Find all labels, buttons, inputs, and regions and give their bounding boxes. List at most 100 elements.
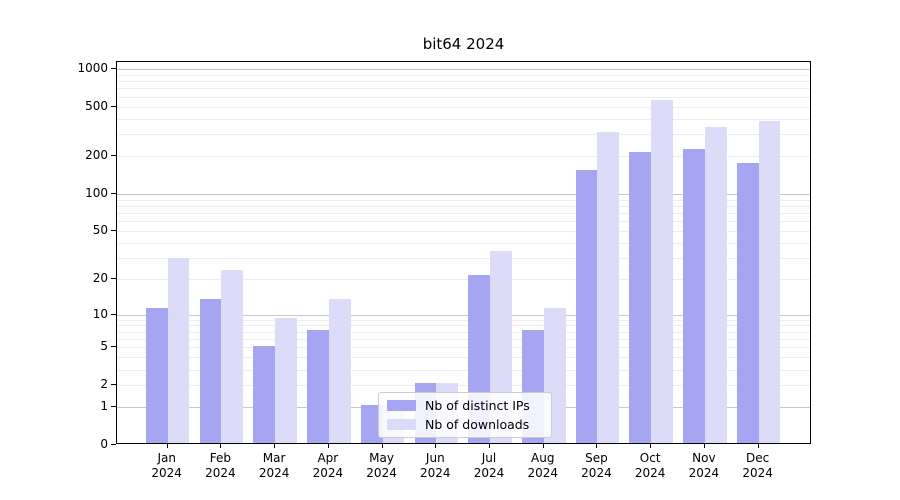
x-tick-label-jun: Jun 2024 — [403, 451, 467, 481]
bar-ips-may — [360, 405, 383, 443]
bar-dl-jan — [167, 257, 190, 443]
x-tick-label-jan: Jan 2024 — [135, 451, 199, 481]
gridline-minor-3 — [117, 369, 810, 371]
y-tick-100 — [111, 192, 116, 194]
bar-ips-mar — [253, 345, 276, 443]
x-tick-year: 2024 — [473, 466, 505, 480]
x-tick-jun — [435, 444, 437, 448]
x-tick-year: 2024 — [258, 466, 290, 480]
x-tick-label-mar: Mar 2024 — [242, 451, 306, 481]
x-tick-label-oct: Oct 2024 — [618, 451, 682, 481]
gridline-minor-9 — [117, 319, 810, 321]
x-tick-dec — [757, 444, 759, 448]
x-tick-jan — [166, 444, 168, 448]
chart-title: bit64 2024 — [422, 35, 505, 53]
x-tick-label-nov: Nov 2024 — [672, 451, 736, 481]
x-tick-label-may: May 2024 — [350, 451, 414, 481]
x-tick-year: 2024 — [742, 466, 773, 480]
gridline-minor-7 — [117, 331, 810, 333]
x-tick-label-feb: Feb 2024 — [188, 451, 252, 481]
gridline-minor-6 — [117, 339, 810, 341]
gridline-minor-5 — [117, 347, 810, 349]
bar-ips-sep — [575, 169, 598, 443]
bar-dl-feb — [221, 270, 244, 443]
gridline-major-10 — [117, 314, 810, 316]
x-tick-label-sep: Sep 2024 — [564, 451, 628, 481]
x-tick-year: 2024 — [634, 466, 666, 480]
x-tick-year: 2024 — [420, 466, 451, 480]
x-tick-month: May — [369, 451, 394, 465]
y-tick-200 — [111, 155, 116, 157]
gridline-minor-50 — [117, 231, 810, 233]
y-tick-50 — [111, 230, 116, 232]
x-tick-month: Dec — [745, 451, 770, 465]
gridline-minor-200 — [117, 156, 810, 158]
bar-ips-apr — [307, 329, 329, 443]
bar-dl-nov — [704, 127, 727, 443]
y-tick-1000 — [111, 68, 116, 70]
x-tick-apr — [327, 444, 329, 448]
x-tick-year: 2024 — [688, 466, 720, 480]
gridline-minor-4 — [117, 357, 810, 359]
x-tick-year: 2024 — [581, 466, 612, 480]
gridline-minor-800 — [117, 81, 810, 83]
gridline-minor-500 — [117, 106, 810, 108]
gridline-minor-300 — [117, 134, 810, 136]
gridline-minor-30 — [117, 258, 810, 260]
gridline-minor-400 — [117, 118, 810, 120]
x-tick-month: Sep — [585, 451, 608, 465]
gridline-major-1000 — [117, 69, 810, 71]
legend-label-downloads: Nb of downloads — [425, 417, 530, 432]
x-tick-month: Nov — [692, 451, 716, 465]
y-tick-label-500: 500 — [85, 98, 108, 113]
x-tick-feb — [220, 444, 222, 448]
gridline-minor-20 — [117, 279, 810, 281]
bar-dl-apr — [328, 299, 351, 443]
gridline-minor-60 — [117, 221, 810, 223]
x-tick-month: Jun — [425, 451, 445, 465]
x-tick-label-dec: Dec 2024 — [726, 451, 790, 481]
gridline-minor-40 — [117, 242, 810, 244]
x-tick-month: Jul — [481, 451, 497, 465]
bar-ips-dec — [736, 163, 759, 443]
gridline-major-100 — [117, 193, 810, 195]
x-tick-nov — [703, 444, 705, 448]
y-tick-label-0: 0 — [100, 437, 108, 451]
x-tick-sep — [596, 444, 598, 448]
gridline-minor-70 — [117, 213, 810, 215]
gridline-minor-700 — [117, 88, 810, 90]
legend: Nb of distinct IPs Nb of downloads — [378, 392, 552, 438]
legend-swatch-downloads — [387, 419, 416, 430]
x-tick-month: Oct — [639, 451, 661, 465]
y-tick-label-1: 1 — [100, 399, 108, 414]
bar-ips-feb — [199, 299, 222, 443]
x-tick-month: Apr — [317, 451, 339, 465]
legend-swatch-distinct-ips — [387, 400, 416, 411]
bar-dl-mar — [275, 317, 297, 443]
x-tick-year: 2024 — [151, 466, 182, 480]
gridline-minor-80 — [117, 205, 810, 207]
y-tick-label-1000: 1000 — [77, 61, 108, 76]
x-tick-label-apr: Apr 2024 — [296, 451, 360, 481]
x-tick-year: 2024 — [527, 466, 558, 480]
x-tick-oct — [650, 444, 652, 448]
x-tick-jul — [489, 444, 491, 448]
x-tick-year: 2024 — [366, 466, 397, 480]
plot-area — [116, 61, 811, 444]
gridline-minor-2 — [117, 385, 810, 387]
y-tick-label-10: 10 — [92, 306, 108, 321]
bar-dl-dec — [758, 121, 781, 443]
x-tick-month: Feb — [209, 451, 232, 465]
bar-dl-oct — [651, 99, 673, 443]
x-tick-month: Mar — [262, 451, 286, 465]
x-tick-month: Aug — [531, 451, 555, 465]
y-tick-label-100: 100 — [85, 185, 108, 200]
y-tick-label-200: 200 — [85, 148, 108, 163]
x-tick-label-aug: Aug 2024 — [511, 451, 575, 481]
x-tick-label-jul: Jul 2024 — [457, 451, 521, 481]
y-tick-20 — [111, 278, 116, 280]
gridline-minor-600 — [117, 96, 810, 98]
bar-ips-oct — [629, 151, 652, 443]
x-tick-aug — [542, 444, 544, 448]
